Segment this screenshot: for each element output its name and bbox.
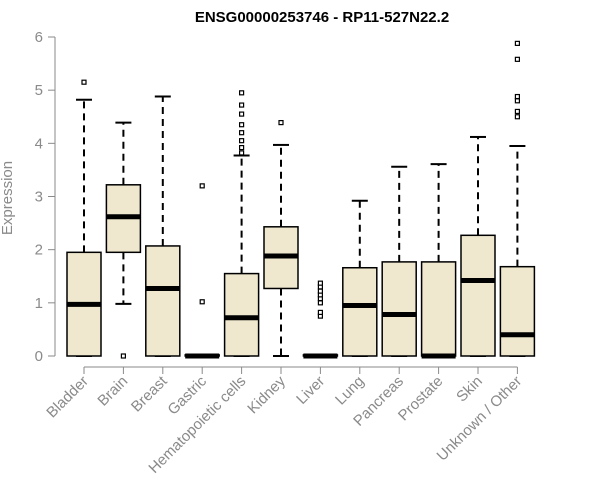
outlier-point <box>278 119 284 126</box>
iqr-box <box>420 261 457 357</box>
box-4 <box>223 90 260 357</box>
box-9 <box>420 163 457 359</box>
chart-title: ENSG00000253746 - RP11-527N22.2 <box>195 9 449 26</box>
iqr-box <box>460 234 496 357</box>
iqr-box <box>499 265 536 357</box>
y-tick-label: 4 <box>35 135 43 152</box>
x-tick-label: Breast <box>128 372 171 415</box>
outlier-point <box>239 150 245 156</box>
outlier-point <box>81 79 87 85</box>
outlier-point <box>239 122 245 128</box>
outlier-point <box>199 183 205 189</box>
box-1 <box>105 121 142 359</box>
box-6 <box>302 280 339 359</box>
y-axis: 0 1 2 3 4 5 6 <box>35 29 56 365</box>
iqr-box <box>223 272 260 357</box>
x-tick-label: Brain <box>94 373 131 410</box>
outlier-point <box>239 130 245 136</box>
x-tick-label: Bladder <box>43 373 92 422</box>
outlier-point <box>514 98 521 104</box>
box-5 <box>263 119 299 357</box>
y-tick-label: 0 <box>35 348 43 365</box>
outlier-point <box>199 299 205 305</box>
y-tick-label: 6 <box>35 29 43 46</box>
outlier-point <box>239 138 245 144</box>
outlier-point <box>239 102 245 108</box>
y-tick-label: 5 <box>35 82 43 99</box>
outlier-point <box>317 288 323 294</box>
y-tick-label: 3 <box>35 189 43 206</box>
outlier-point <box>514 40 521 46</box>
outlier-point <box>120 353 127 359</box>
boxes-layer <box>66 40 536 359</box>
iqr-box <box>342 266 378 357</box>
box-3 <box>184 183 220 359</box>
box-10 <box>460 135 496 357</box>
iqr-box <box>145 245 181 357</box>
x-tick-label: Skin <box>453 373 486 406</box>
outlier-point <box>514 56 521 62</box>
outlier-point <box>317 300 323 306</box>
outlier-point <box>239 144 245 151</box>
box-8 <box>381 165 417 357</box>
y-axis-label: Expression <box>0 161 16 235</box>
outlier-point <box>317 280 323 286</box>
x-tick-label: Liver <box>293 373 328 408</box>
outlier-point <box>317 309 323 316</box>
iqr-box <box>381 261 417 357</box>
box-0 <box>66 79 102 357</box>
outlier-point <box>239 111 245 117</box>
x-tick-label: Lung <box>332 373 368 409</box>
box-2 <box>145 95 181 357</box>
outlier-point <box>514 108 521 115</box>
y-tick-label: 1 <box>35 295 43 312</box>
outlier-point <box>239 90 245 96</box>
outlier-point <box>514 93 521 100</box>
x-tick-label: Kidney <box>244 372 289 417</box>
box-11 <box>499 40 536 357</box>
outlier-point <box>514 114 521 120</box>
box-7 <box>342 199 378 357</box>
y-tick-label: 2 <box>35 242 43 259</box>
